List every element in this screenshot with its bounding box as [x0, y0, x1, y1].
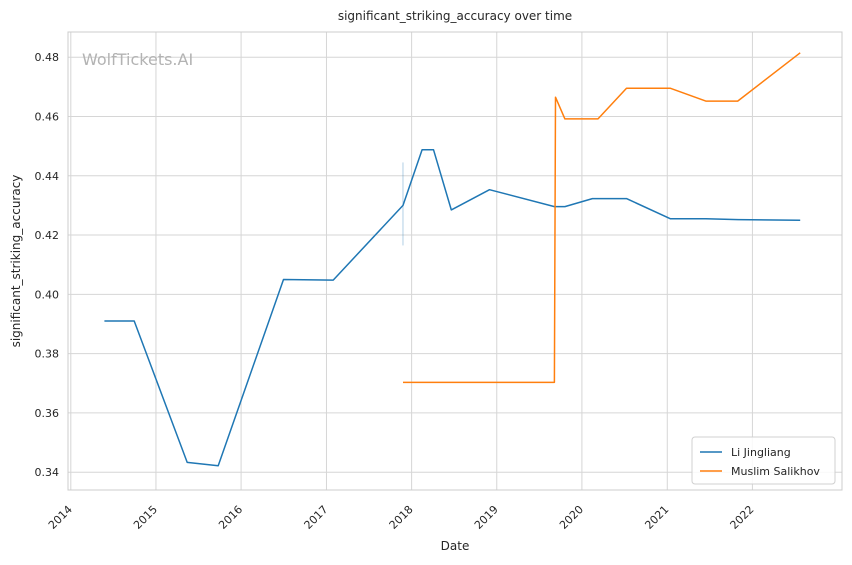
legend-box: [691, 436, 836, 485]
series-layer: [104, 52, 801, 467]
plot-frame: [67, 31, 843, 491]
watermark: WolfTickets.AI: [82, 50, 193, 69]
legend-items: Li Jingliang Muslim Salikhov: [700, 446, 820, 478]
legend-label: Li Jingliang: [731, 446, 791, 459]
legend: Li Jingliang Muslim Salikhov: [691, 436, 836, 485]
x-axis-label: Date: [441, 539, 470, 553]
y-tick-label: 0.34: [35, 466, 60, 479]
series-line: [403, 52, 801, 384]
y-tick-label: 0.48: [35, 51, 60, 64]
grid-layer: [68, 32, 842, 490]
y-tick-label: 0.46: [35, 110, 60, 123]
y-axis-label: significant_striking_accuracy: [9, 175, 23, 348]
y-tick-label: 0.36: [35, 407, 60, 420]
y-tick-label: 0.38: [35, 348, 60, 361]
y-tick-label: 0.44: [35, 170, 60, 183]
y-tick-labels: 0.34 0.36 0.38 0.40 0.42 0.44 0.46 0.48: [35, 51, 60, 479]
y-tick-label: 0.40: [35, 288, 60, 301]
legend-label: Muslim Salikhov: [731, 465, 820, 478]
chart-title: significant_striking_accuracy over time: [338, 9, 572, 23]
y-tick-label: 0.42: [35, 229, 60, 242]
series-line: [104, 148, 801, 467]
